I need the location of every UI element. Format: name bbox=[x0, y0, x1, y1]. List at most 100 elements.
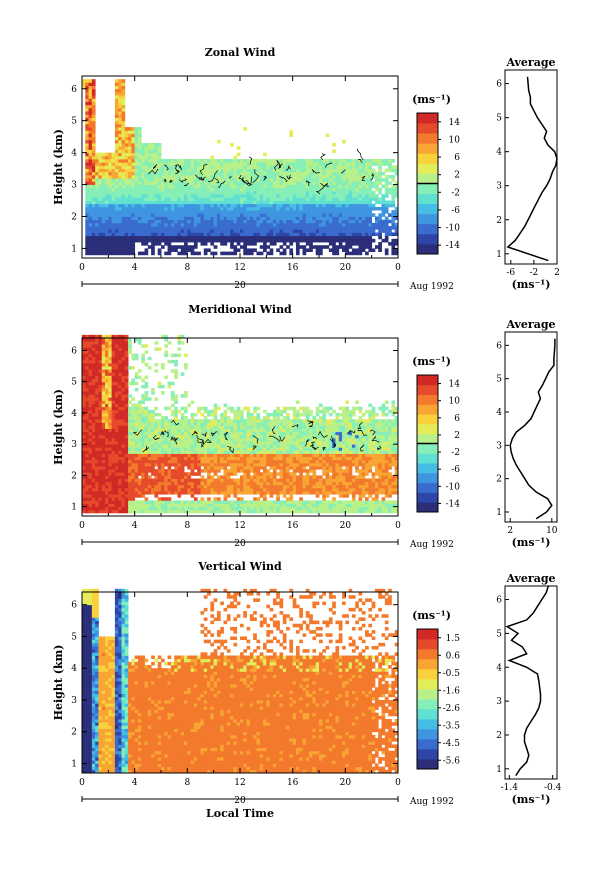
heatmap-cell bbox=[118, 88, 122, 93]
heatmap-cell bbox=[213, 222, 218, 227]
heatmap-cell bbox=[174, 248, 178, 253]
heatmap-cell bbox=[124, 350, 129, 355]
heatmap-cell bbox=[134, 422, 139, 426]
heatmap-cell bbox=[134, 428, 139, 433]
heatmap-cell bbox=[187, 434, 192, 439]
heatmap-cell bbox=[223, 216, 228, 221]
y-tick-label: 4 bbox=[71, 149, 77, 159]
heatmap-cell bbox=[121, 412, 126, 417]
heatmap-cell bbox=[161, 245, 165, 249]
heatmap-cell bbox=[193, 503, 198, 508]
heatmap-cell bbox=[256, 219, 261, 224]
heatmap-cell bbox=[345, 203, 350, 208]
heatmap-cell bbox=[190, 251, 195, 256]
heatmap-cell bbox=[137, 159, 142, 163]
heatmap-cell bbox=[91, 428, 96, 433]
heatmap-cell bbox=[348, 242, 353, 246]
heatmap-cell bbox=[121, 441, 126, 445]
heatmap-cell bbox=[131, 381, 136, 386]
heatmap-cell bbox=[279, 184, 284, 189]
heatmap-cell bbox=[177, 428, 182, 433]
heatmap-cell bbox=[95, 245, 99, 249]
heatmap-cell bbox=[384, 219, 389, 224]
heatmap-cell bbox=[124, 338, 129, 342]
heatmap-cell bbox=[197, 447, 201, 451]
heatmap-cell bbox=[91, 397, 96, 401]
heatmap-cell bbox=[108, 431, 113, 436]
heatmap-cell bbox=[154, 406, 159, 411]
heatmap-cell bbox=[174, 213, 178, 217]
heatmap-cell bbox=[128, 431, 132, 436]
heatmap-cell bbox=[276, 229, 280, 233]
colorbar-label: (ms⁻¹) bbox=[412, 93, 451, 106]
heatmap-cell bbox=[305, 200, 310, 205]
contour-segment bbox=[320, 153, 326, 161]
heatmap-cell bbox=[167, 187, 172, 192]
heatmap-cell bbox=[312, 159, 317, 163]
heatmap-cell bbox=[141, 437, 145, 442]
heatmap-cell bbox=[365, 197, 369, 201]
heatmap-cell bbox=[147, 168, 152, 173]
heatmap-cell bbox=[332, 162, 336, 166]
heatmap-cell bbox=[332, 168, 336, 173]
heatmap-cell bbox=[335, 178, 340, 182]
heatmap-cell bbox=[233, 200, 238, 205]
heatmap-cell bbox=[325, 194, 330, 198]
heatmap-cell bbox=[184, 484, 188, 489]
heatmap-cell bbox=[98, 394, 103, 398]
heatmap-cell bbox=[111, 350, 116, 355]
heatmap-cell bbox=[134, 478, 139, 483]
heatmap-cell bbox=[137, 453, 142, 458]
heatmap-cell bbox=[276, 232, 280, 237]
heatmap-cell bbox=[161, 484, 165, 489]
heatmap-cell bbox=[174, 484, 178, 489]
heatmap-cell bbox=[121, 136, 126, 141]
heatmap-cell bbox=[210, 194, 215, 198]
heatmap-cell bbox=[226, 487, 231, 492]
heatmap-cell bbox=[88, 248, 93, 253]
heatmap-cell bbox=[187, 425, 192, 429]
heatmap-cell bbox=[200, 197, 205, 201]
heatmap-cell bbox=[157, 444, 162, 448]
heatmap-cell bbox=[338, 206, 343, 211]
heatmap-cell bbox=[180, 213, 185, 217]
heatmap-cell bbox=[111, 419, 116, 423]
heatmap-cell bbox=[91, 416, 96, 420]
heatmap-cell bbox=[88, 155, 93, 160]
heatmap-cell bbox=[230, 251, 234, 256]
heatmap-cell bbox=[118, 146, 122, 150]
heatmap-cell bbox=[345, 194, 350, 198]
heatmap-cell bbox=[88, 437, 93, 442]
heatmap-cell bbox=[279, 162, 284, 166]
heatmap-cell bbox=[236, 203, 241, 208]
heatmap-cell bbox=[111, 497, 116, 501]
heatmap-cell bbox=[246, 162, 251, 166]
heatmap-cell bbox=[351, 168, 356, 173]
heatmap-cell bbox=[184, 226, 188, 230]
heatmap-cell bbox=[177, 450, 182, 454]
heatmap-cell bbox=[256, 194, 261, 198]
heatmap-cell bbox=[128, 450, 132, 454]
heatmap-cell bbox=[147, 143, 152, 147]
heatmap-cell bbox=[276, 203, 280, 208]
heatmap-cell bbox=[236, 431, 241, 436]
heatmap-cell bbox=[88, 478, 93, 483]
heatmap-cell bbox=[368, 159, 373, 163]
heatmap-cell bbox=[91, 409, 96, 414]
heatmap-cell bbox=[144, 416, 149, 420]
heatmap-cell bbox=[279, 210, 284, 214]
heatmap-cell bbox=[108, 190, 113, 195]
heatmap-cell bbox=[88, 219, 93, 224]
heatmap-cell bbox=[289, 206, 294, 211]
heatmap-cell bbox=[299, 222, 303, 227]
heatmap-cell bbox=[85, 466, 89, 470]
heatmap-cell bbox=[111, 356, 116, 361]
heatmap-cell bbox=[371, 226, 376, 230]
heatmap-cell bbox=[256, 190, 261, 195]
heatmap-cell bbox=[98, 419, 103, 423]
heatmap-cell bbox=[249, 181, 254, 185]
heatmap-cell bbox=[151, 235, 155, 240]
heatmap-cell bbox=[91, 366, 96, 370]
heatmap-cell bbox=[105, 359, 109, 364]
